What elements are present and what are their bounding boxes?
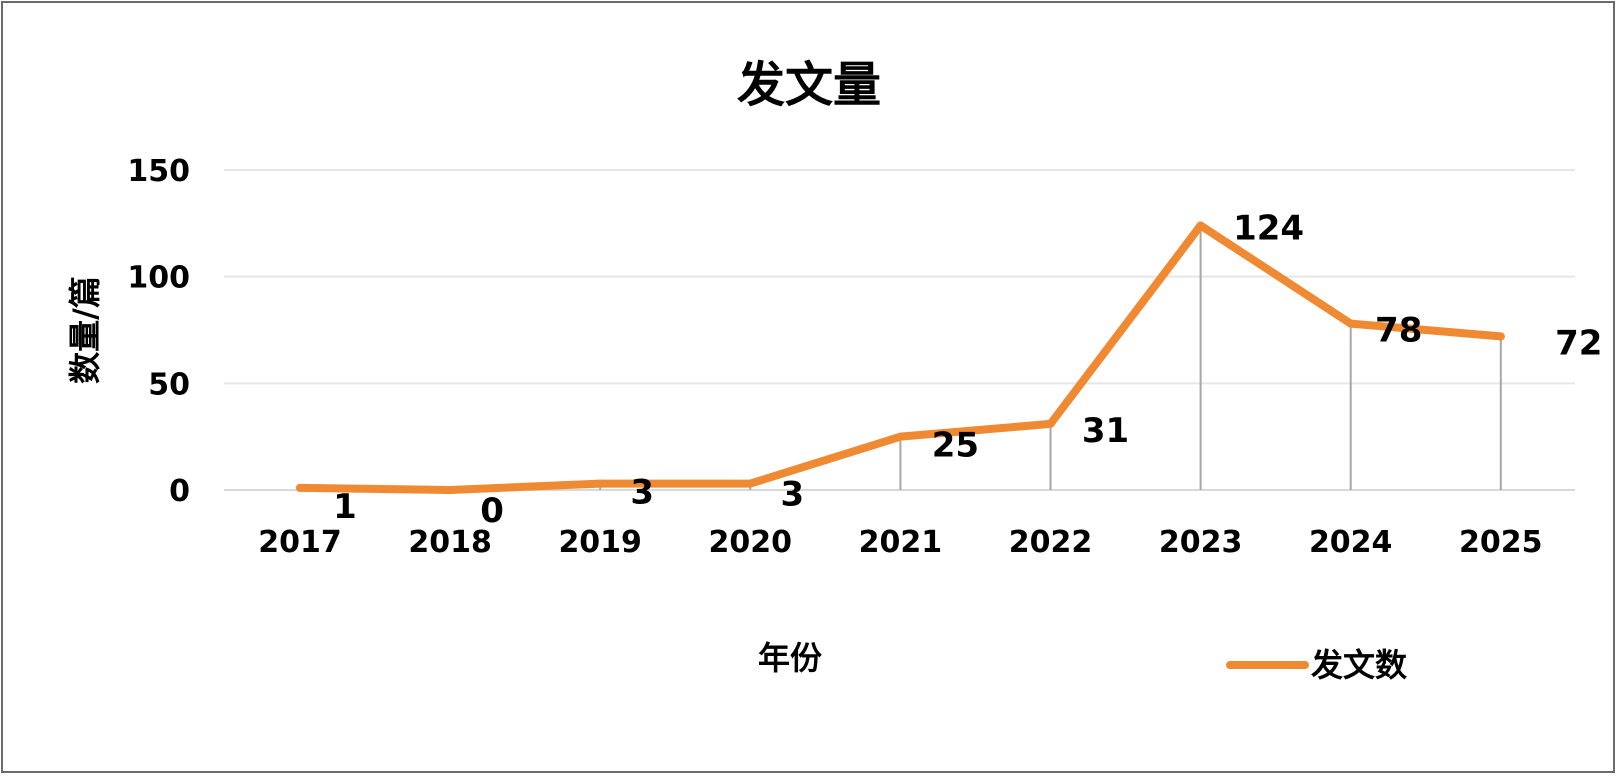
x-tick-label: 2022 bbox=[1009, 525, 1093, 560]
data-label: 72 bbox=[1555, 323, 1602, 363]
drop-lines bbox=[299, 225, 1502, 490]
data-label: 31 bbox=[1082, 411, 1129, 451]
x-tick-label: 2023 bbox=[1159, 525, 1243, 560]
data-point bbox=[1346, 319, 1355, 328]
x-tick-label: 2025 bbox=[1459, 525, 1543, 560]
data-label: 25 bbox=[932, 426, 979, 466]
x-tick-label: 2021 bbox=[859, 525, 943, 560]
x-tick-label: 2024 bbox=[1309, 525, 1393, 560]
series-layer bbox=[296, 221, 1505, 494]
x-axis: 2017 2018 2019 2020 2021 2022 2023 2024 2025 bbox=[258, 525, 1542, 560]
x-axis-title: 年份 bbox=[758, 639, 822, 677]
x-tick-label: 2017 bbox=[258, 525, 342, 560]
legend: 发文数 bbox=[1226, 646, 1408, 684]
data-label: 78 bbox=[1375, 311, 1422, 351]
y-axis-title: 数量/篇 bbox=[66, 276, 104, 384]
legend-label: 发文数 bbox=[1311, 646, 1408, 684]
data-labels: 1 0 3 3 25 31 124 78 72 bbox=[333, 208, 1602, 531]
data-point bbox=[896, 432, 905, 441]
x-tick-label: 2019 bbox=[558, 525, 642, 560]
data-point bbox=[596, 479, 605, 488]
data-point bbox=[746, 479, 755, 488]
y-axis: 0 50 100 150 bbox=[127, 154, 190, 509]
chart-title: 发文量 bbox=[736, 57, 881, 113]
data-label: 1 bbox=[333, 487, 357, 527]
data-point bbox=[296, 483, 304, 492]
data-point bbox=[1496, 332, 1505, 341]
data-point bbox=[1196, 221, 1205, 230]
data-label: 0 bbox=[480, 491, 504, 531]
data-point bbox=[446, 486, 455, 494]
data-point bbox=[1046, 419, 1055, 428]
x-tick-label: 2018 bbox=[408, 525, 492, 560]
data-label: 124 bbox=[1233, 208, 1304, 248]
y-tick-label: 0 bbox=[169, 474, 190, 509]
x-tick-label: 2020 bbox=[709, 525, 793, 560]
data-label: 3 bbox=[630, 473, 654, 513]
y-tick-label: 100 bbox=[127, 261, 190, 296]
data-label: 3 bbox=[780, 475, 804, 515]
y-tick-label: 150 bbox=[127, 154, 190, 189]
y-tick-label: 50 bbox=[148, 367, 190, 402]
